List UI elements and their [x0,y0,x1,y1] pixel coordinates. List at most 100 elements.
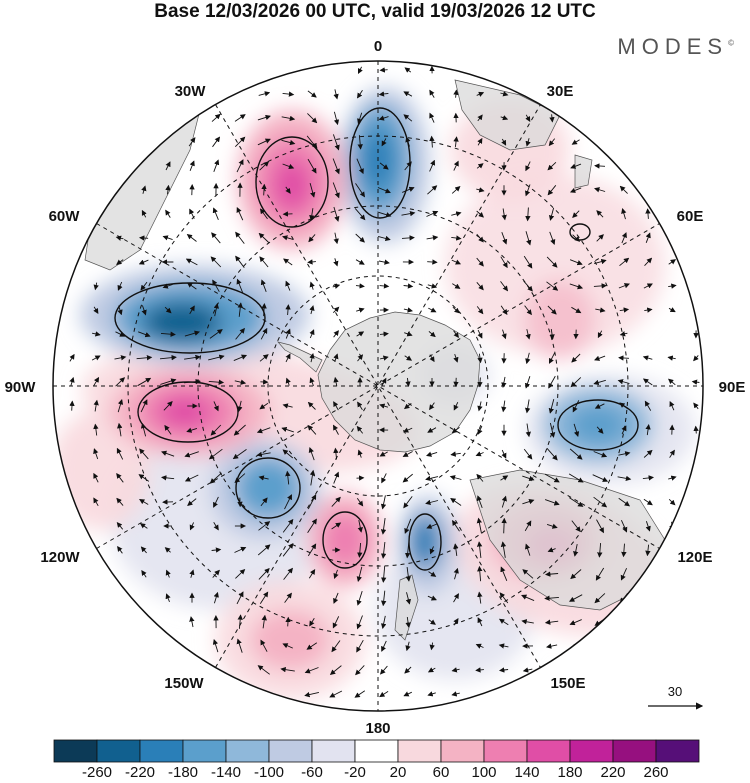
wind-vector [642,355,653,361]
wind-vector [427,667,436,673]
wind-vector [403,91,413,97]
lon-label-90e: 90E [719,379,746,396]
wind-vector [309,377,315,387]
wind-vector [357,542,363,558]
wind-vector [524,376,531,389]
wind-vector [138,331,151,338]
wind-vector [501,495,507,508]
wind-vector [233,354,248,362]
wind-vector [668,475,677,481]
wind-vector [405,377,411,387]
wind-vector [477,565,483,582]
wind-vector [280,666,295,673]
wind-vector [402,427,413,433]
wind-vector [355,283,365,289]
wind-vector [357,89,363,99]
wind-vector [93,376,100,387]
wind-vector [547,547,556,553]
wind-vector [304,691,320,698]
wind-vector [307,494,317,510]
wind-vector [544,595,559,601]
wind-vector [281,115,296,122]
wind-vector [140,422,147,437]
reference-vector-label: 30 [668,684,682,699]
wind-vector [184,474,199,482]
wind-vector [233,424,246,436]
colorbar-swatch [53,739,98,763]
wind-vector [309,182,316,198]
wind-vector [453,618,459,626]
wind-vector [569,448,583,460]
wind-vector [403,496,413,509]
wind-vector [523,448,533,460]
wind-vector [569,497,584,507]
wind-vector [91,355,101,361]
wind-vector [453,543,459,556]
wind-vector [333,258,339,267]
wind-vector [234,546,247,553]
wind-vector [285,470,291,485]
wind-vector [93,423,99,436]
wind-vector [521,619,534,625]
colorbar-swatch [96,739,141,763]
wind-vector [284,494,292,510]
wind-vector [356,639,364,653]
wind-vector [451,691,460,697]
copyright-mark: © [728,38,734,48]
colorbar-swatch [483,739,528,763]
wind-vector [403,691,412,697]
wind-vector [476,163,484,169]
wind-vector [524,543,531,556]
wind-vector [453,353,459,363]
wind-vector [380,665,388,675]
wind-vector [189,305,195,315]
colorbar-label: -100 [253,764,285,781]
colorbar-swatch [569,739,614,763]
wind-vector [500,475,509,481]
wind-vector [381,377,387,386]
wind-vector [669,400,675,411]
wind-vector [380,615,387,629]
wind-vector [377,211,392,218]
wind-vector [140,281,148,291]
wind-vector [573,423,580,437]
wind-vector [165,184,171,195]
wind-vector [594,593,606,604]
wind-vector [140,546,147,554]
wind-vector [260,497,268,507]
wind-vector [570,163,582,169]
wind-vector [117,545,123,554]
wind-vector [668,498,676,506]
wind-vector [234,379,247,385]
wind-vector [477,377,483,388]
wind-vector [381,590,387,607]
wind-vector [137,377,152,387]
wind-vector [282,643,293,649]
wind-vector [402,473,413,483]
wind-vector [427,691,436,697]
wind-vector [332,306,340,314]
wind-vector [548,138,556,147]
wind-vector [164,306,172,314]
wind-vector [546,643,558,649]
wind-vector [139,448,149,460]
wind-vector [234,136,246,148]
wind-vector [379,283,390,289]
wind-vector [544,499,560,506]
wind-vector [525,231,532,246]
wind-vector [645,208,651,219]
wind-vector [427,185,438,195]
wind-vector [501,449,507,459]
wind-vector [256,451,271,458]
wind-vector [669,449,675,458]
antarctic-peninsula [277,341,323,373]
wind-vector [428,619,436,625]
wind-vector [381,565,387,583]
wind-vector [259,161,270,171]
wind-vector [501,517,507,534]
wind-vector [356,566,363,582]
wind-vector [522,667,533,673]
wind-vector [236,591,244,605]
wind-vector [596,210,604,218]
